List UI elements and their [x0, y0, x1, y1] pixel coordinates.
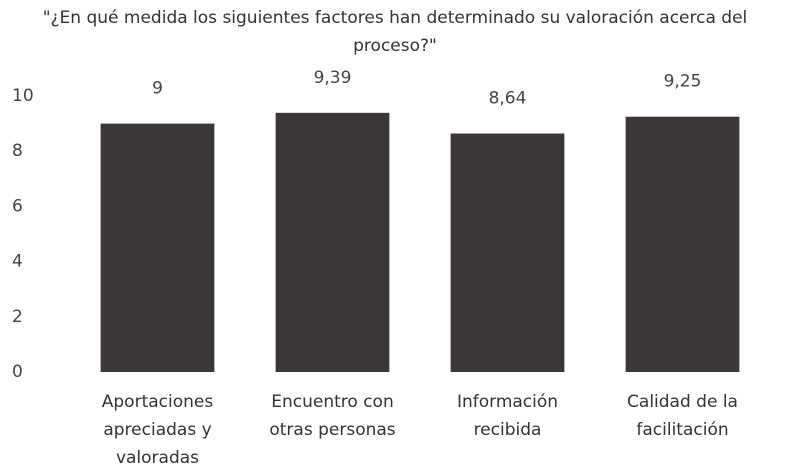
y-tick-label: 0	[12, 362, 23, 382]
bar	[450, 133, 565, 372]
x-tick-label: Información recibida	[456, 392, 559, 440]
y-tick-label: 10	[12, 86, 34, 106]
bar	[275, 112, 390, 372]
x-tick-label: Calidad de la facilitación	[627, 392, 738, 440]
y-tick-label: 4	[12, 252, 23, 272]
value-label: 9	[152, 79, 163, 99]
y-tick-label: 6	[12, 196, 23, 216]
value-label: 9,39	[314, 68, 352, 88]
y-tick-label: 2	[12, 307, 23, 327]
y-tick-label: 8	[12, 141, 23, 161]
value-label: 9,25	[664, 72, 702, 92]
x-tick-label: Encuentro con otras personas	[269, 392, 396, 440]
bar	[625, 116, 740, 372]
value-label: 8,64	[489, 89, 527, 109]
x-tick-label: Aportaciones apreciadas y valoradas	[101, 392, 214, 468]
bar	[100, 123, 215, 372]
chart-title: "¿En qué medida los siguientes factores …	[42, 8, 748, 56]
